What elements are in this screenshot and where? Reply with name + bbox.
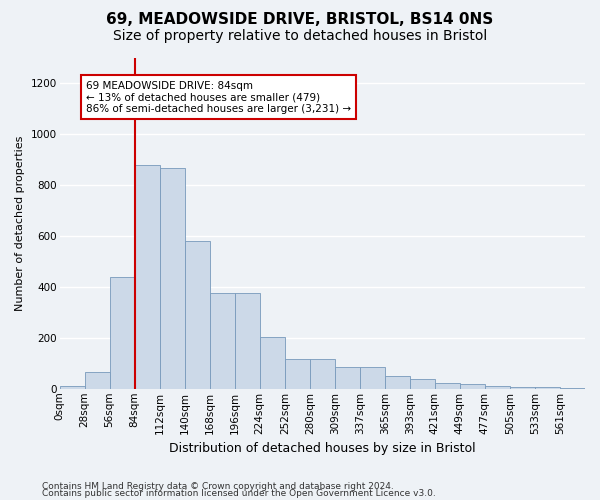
- Bar: [560, 388, 585, 389]
- Text: 69, MEADOWSIDE DRIVE, BRISTOL, BS14 0NS: 69, MEADOWSIDE DRIVE, BRISTOL, BS14 0NS: [106, 12, 494, 28]
- Text: Contains public sector information licensed under the Open Government Licence v3: Contains public sector information licen…: [42, 490, 436, 498]
- Bar: [110, 276, 134, 389]
- Bar: [385, 376, 410, 389]
- Bar: [310, 360, 335, 389]
- Bar: [410, 378, 435, 389]
- Bar: [510, 386, 535, 389]
- Y-axis label: Number of detached properties: Number of detached properties: [15, 136, 25, 311]
- Text: Size of property relative to detached houses in Bristol: Size of property relative to detached ho…: [113, 29, 487, 43]
- Text: 69 MEADOWSIDE DRIVE: 84sqm
← 13% of detached houses are smaller (479)
86% of sem: 69 MEADOWSIDE DRIVE: 84sqm ← 13% of deta…: [86, 80, 351, 114]
- Bar: [210, 293, 235, 389]
- Bar: [85, 372, 110, 389]
- Bar: [185, 241, 210, 389]
- Bar: [435, 383, 460, 389]
- Bar: [134, 164, 160, 389]
- Bar: [460, 384, 485, 389]
- Bar: [360, 367, 385, 389]
- Bar: [260, 336, 285, 389]
- Bar: [485, 386, 510, 389]
- Bar: [535, 388, 560, 389]
- X-axis label: Distribution of detached houses by size in Bristol: Distribution of detached houses by size …: [169, 442, 476, 455]
- Bar: [59, 386, 85, 389]
- Bar: [160, 168, 185, 389]
- Text: Contains HM Land Registry data © Crown copyright and database right 2024.: Contains HM Land Registry data © Crown c…: [42, 482, 394, 491]
- Bar: [285, 360, 310, 389]
- Bar: [235, 293, 260, 389]
- Bar: [335, 367, 360, 389]
